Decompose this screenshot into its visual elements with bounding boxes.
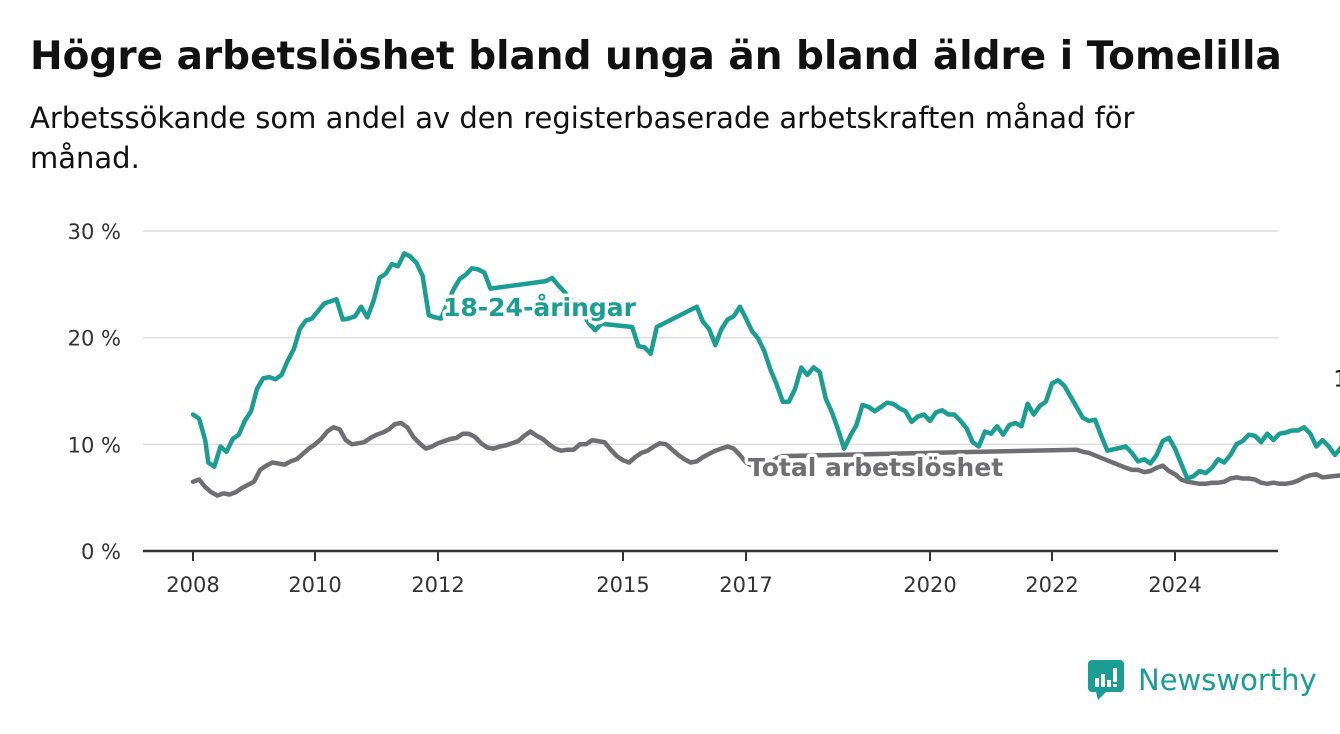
x-tick-label: 2008 — [166, 573, 219, 597]
series-lines — [190, 251, 1340, 498]
axes: 0 % 10 % 20 % 30 % 2008 2010 2012 2015 2017 2020 2… — [68, 220, 1278, 597]
y-tick-label: 0 % — [81, 540, 121, 564]
total-series-label: Total arbetslöshet — [748, 453, 1003, 482]
total-series-line — [190, 420, 1340, 498]
youth-series-label: 18-24-åringar — [443, 293, 637, 322]
x-tick-label: 2010 — [288, 573, 341, 597]
x-tick-label: 2020 — [903, 573, 956, 597]
x-tick-label: 2015 — [596, 573, 649, 597]
newsworthy-brand: Newsworthy — [1088, 660, 1317, 700]
brand-name: Newsworthy — [1138, 663, 1317, 697]
y-tick-label: 30 % — [68, 220, 121, 244]
youth-end-label: 13,9 % — [1333, 368, 1340, 393]
chart-title: Högre arbetslöshet bland unga än bland ä… — [30, 34, 1282, 79]
x-tick-label: 2017 — [719, 573, 772, 597]
x-tick-label: 2012 — [411, 573, 464, 597]
newsworthy-logo-icon — [1088, 660, 1124, 700]
youth-series-line — [190, 251, 1340, 481]
chart-subtitle: Arbetssökande som andel av den registerb… — [30, 101, 1135, 175]
y-tick-label: 20 % — [68, 327, 121, 351]
x-tick-label: 2022 — [1025, 573, 1078, 597]
y-tick-label: 10 % — [68, 433, 121, 457]
x-tick-label: 2024 — [1148, 573, 1201, 597]
